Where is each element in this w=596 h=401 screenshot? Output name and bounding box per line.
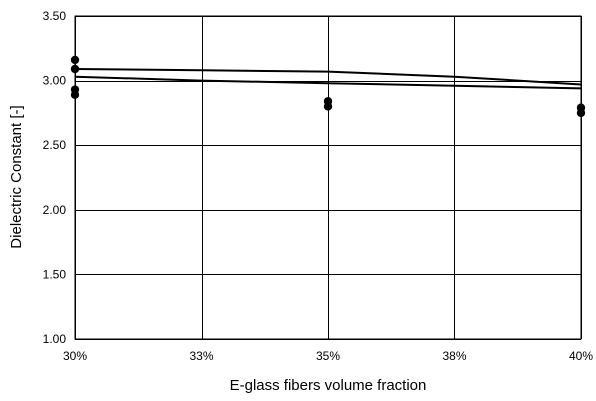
y-tick-label: 3.00 <box>43 74 67 88</box>
data-point <box>323 102 333 111</box>
series-line-2 <box>74 75 582 90</box>
y-tick-label: 1.50 <box>43 267 67 281</box>
x-axis-title: E-glass fibers volume fraction <box>230 377 427 394</box>
y-tick-label: 2.00 <box>43 203 67 217</box>
y-tick-label: 1.00 <box>43 332 67 346</box>
y-tick-label: 3.50 <box>43 9 67 23</box>
model-curves <box>74 68 582 90</box>
x-axis-tick-labels: 30% 33% 35% 38% 40% <box>63 349 593 363</box>
x-tick-label: 35% <box>316 349 340 363</box>
plot-area-frame <box>74 15 582 340</box>
x-tick-label: 33% <box>189 349 213 363</box>
x-tick-label: 40% <box>569 349 593 363</box>
y-axis-title: Dielectric Constant [-] <box>8 105 25 248</box>
series-line-1 <box>74 68 582 86</box>
gridlines <box>75 16 582 340</box>
y-tick-label: 2.50 <box>43 138 67 152</box>
x-tick-label: 38% <box>442 349 466 363</box>
x-tick-label: 30% <box>63 349 87 363</box>
y-axis-tick-labels: 1.00 1.50 2.00 2.50 3.00 3.50 <box>43 9 67 346</box>
